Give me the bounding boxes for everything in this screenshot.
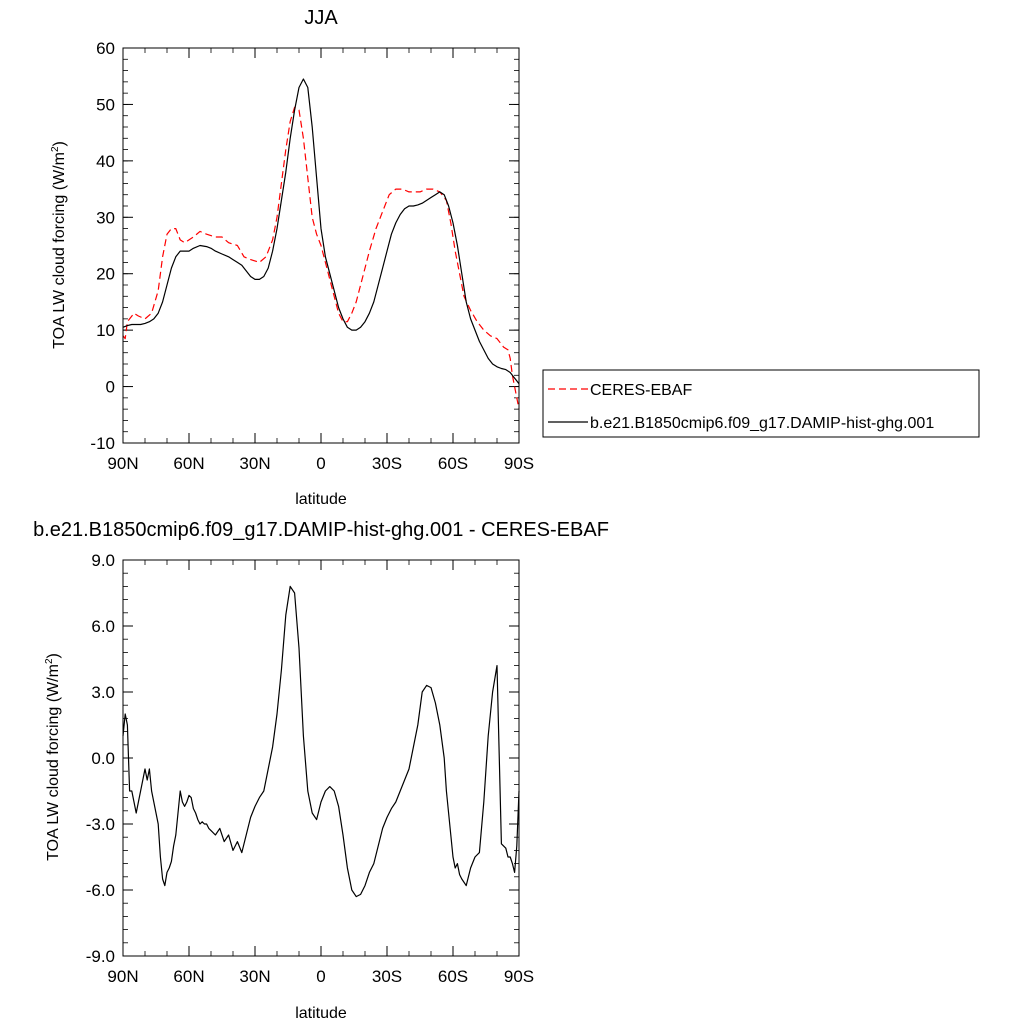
top-x-tick-label: 60S [438,454,468,473]
bottom-y-tick-label: -6.0 [86,881,115,900]
bottom-y-tick-label: 6.0 [91,617,115,636]
bottom-chart-ylabel: TOA LW cloud forcing (W/m2) [44,653,62,861]
legend-label-ceres: CERES-EBAF [590,382,692,399]
top-chart-title: JJA [304,7,338,29]
bottom-chart-xlabel: latitude [295,1005,347,1022]
bottom-y-tick-label: -9.0 [86,947,115,966]
bottom-chart-series [122,585,520,898]
top-y-tick-label: 0 [106,378,115,397]
bottom-x-tick-label: 90N [107,967,138,986]
bottom-y-tick-label: 0.0 [91,749,115,768]
bottom-chart-frame [122,559,520,957]
top-x-tick-label: 90S [504,454,534,473]
top-y-tick-label: 20 [96,265,115,284]
top-chart-xlabel: latitude [295,491,347,508]
top-y-tick-label: -10 [90,434,115,453]
bottom-chart-title: b.e21.B1850cmip6.f09_g17.DAMIP-hist-ghg.… [33,519,609,541]
top-x-tick-label: 30S [372,454,402,473]
bottom-chart-ticks: 90N 60N 30N 0 30S 60S 90S 9.0 6.0 3.0 0.0 -3.0 -6.0 -… [86,551,534,986]
bottom-y-tick-label: 9.0 [91,551,115,570]
bottom-x-tick-label: 60N [173,967,204,986]
top-series-line-0 [122,106,520,410]
bottom-x-tick-label: 30N [239,967,270,986]
top-x-tick-label: 60N [173,454,204,473]
top-y-tick-label: 30 [96,208,115,227]
legend-label-model: b.e21.B1850cmip6.f09_g17.DAMIP-hist-ghg.… [590,415,934,432]
top-chart-ticks: 90N 60N 30N 0 30S 60S 90S 60 50 40 30 20 10 0 -10 [90,39,534,473]
top-x-tick-label: 30N [239,454,270,473]
bottom-y-tick-label: -3.0 [86,815,115,834]
legend: CERES-EBAF b.e21.B1850cmip6.f09_g17.DAMI… [542,369,980,438]
legend-box [542,369,980,438]
bottom-x-tick-label: 90S [504,967,534,986]
top-y-tick-label: 40 [96,152,115,171]
top-chart: JJA 90N 60N 30N 0 30S 60S 90S6050403020100-10 … [50,7,980,508]
top-chart-frame [122,47,520,444]
bottom-y-tick-label: 3.0 [91,683,115,702]
top-x-tick-label: 0 [316,454,325,473]
top-chart-series [122,78,520,410]
top-chart-ylabel: TOA LW cloud forcing (W/m2) [50,141,68,349]
top-y-tick-label: 10 [96,321,115,340]
top-x-tick-label: 90N [107,454,138,473]
top-y-tick-label: 60 [96,39,115,58]
bottom-x-tick-label: 0 [316,967,325,986]
top-y-tick-label: 50 [96,95,115,114]
bottom-series-line-0 [122,585,520,898]
bottom-chart: b.e21.B1850cmip6.f09_g17.DAMIP-hist-ghg.… [33,519,609,1022]
bottom-x-tick-label: 30S [372,967,402,986]
bottom-x-tick-label: 60S [438,967,468,986]
top-series-line-1 [122,78,520,385]
